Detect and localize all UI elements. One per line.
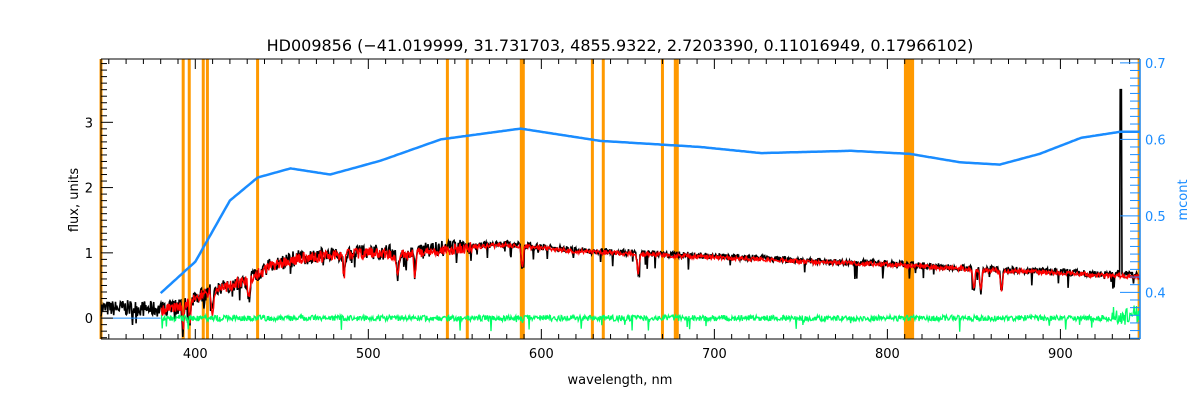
x-tick-label: 900 bbox=[1048, 347, 1073, 362]
model-fit-line bbox=[160, 241, 1141, 330]
x-tick-label: 400 bbox=[183, 347, 208, 362]
y-tick-label: 2 bbox=[85, 182, 93, 197]
mcont-line bbox=[159, 127, 1140, 295]
x-tick-label: 700 bbox=[702, 347, 727, 362]
y2-tick-label: 0.6 bbox=[1145, 133, 1166, 148]
y-axis-label: flux, units bbox=[67, 168, 82, 233]
x-tick-label: 600 bbox=[529, 347, 554, 362]
y2-tick-label: 0.7 bbox=[1145, 57, 1166, 72]
y2-axis-label: mcont bbox=[1176, 179, 1191, 220]
y2-tick-label: 0.4 bbox=[1145, 286, 1166, 301]
x-axis-label: wavelength, nm bbox=[568, 373, 673, 388]
y2-tick-label: 0.5 bbox=[1145, 210, 1166, 225]
y-tick-label: 1 bbox=[85, 247, 93, 262]
chart-title: HD009856 (−41.019999, 31.731703, 4855.93… bbox=[267, 36, 974, 55]
y-tick-label: 3 bbox=[85, 116, 93, 131]
x-tick-label: 500 bbox=[356, 347, 381, 362]
x-tick-label: 800 bbox=[875, 347, 900, 362]
masked-lines bbox=[99, 59, 1141, 339]
y-tick-label: 0 bbox=[85, 312, 93, 327]
axes: 400 500 600 700 800 900 0 1 2 3 0.4 0.5 0.6 0.7 bbox=[85, 57, 1166, 362]
residuals-line bbox=[160, 305, 1141, 332]
data-series bbox=[100, 88, 1141, 338]
